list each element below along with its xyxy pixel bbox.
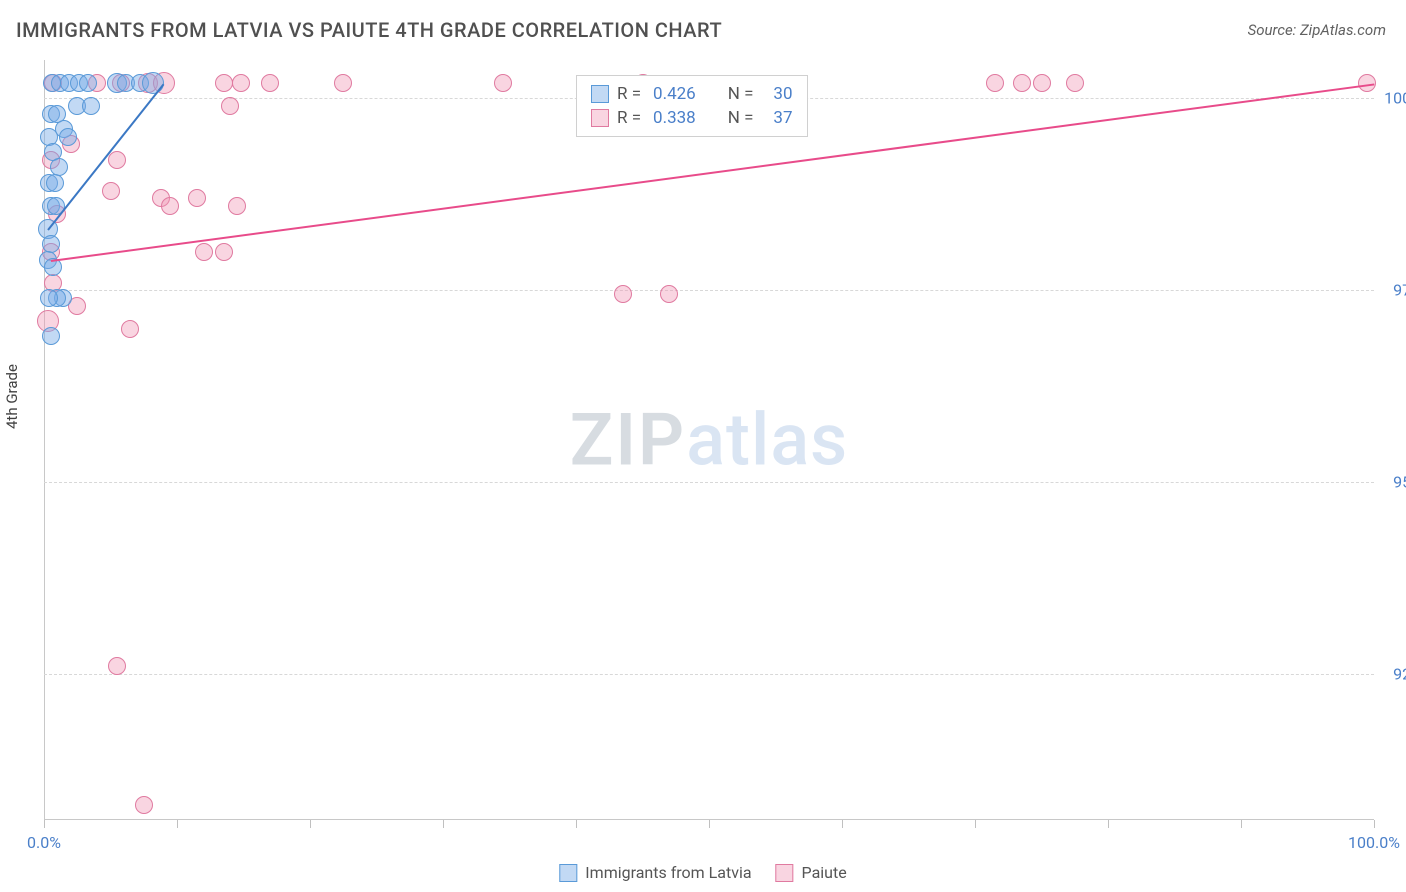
scatter-point <box>40 289 58 307</box>
scatter-point <box>660 285 678 303</box>
scatter-point <box>46 174 64 192</box>
scatter-point <box>215 243 233 261</box>
scatter-point <box>334 74 352 92</box>
chart-container: ZIPatlas 100.0%97.5%95.0%92.5%0.0%100.0%… <box>44 60 1374 820</box>
scatter-point <box>102 182 120 200</box>
x-tick-label: 100.0% <box>1348 833 1400 852</box>
x-tick <box>842 820 843 828</box>
x-tick <box>709 820 710 828</box>
scatter-point <box>108 657 126 675</box>
x-tick <box>1241 820 1242 828</box>
bottom-legend-label: Paiute <box>802 863 847 882</box>
y-tick-label: 92.5% <box>1393 665 1406 684</box>
scatter-point <box>42 327 60 345</box>
x-tick <box>44 820 45 828</box>
stats-legend-row: R = 0.338 N = 37 <box>591 106 793 130</box>
scatter-point <box>1013 74 1031 92</box>
y-tick-label: 95.0% <box>1393 473 1406 492</box>
chart-source: Source: ZipAtlas.com <box>1248 21 1386 39</box>
plot-area: ZIPatlas 100.0%97.5%95.0%92.5%0.0%100.0%… <box>44 60 1374 820</box>
watermark-atlas: atlas <box>686 398 848 483</box>
grid-line <box>44 674 1374 675</box>
bottom-legend-item: Paiute <box>776 863 847 882</box>
x-tick <box>177 820 178 828</box>
scatter-point <box>121 320 139 338</box>
bottom-legend-label: Immigrants from Latvia <box>585 863 751 882</box>
legend-r-label: R = <box>617 108 641 128</box>
chart-header: IMMIGRANTS FROM LATVIA VS PAIUTE 4TH GRA… <box>0 0 1406 52</box>
scatter-point <box>135 796 153 814</box>
grid-line <box>44 482 1374 483</box>
y-axis-label: 4th Grade <box>3 364 21 429</box>
bottom-legend-item: Immigrants from Latvia <box>559 863 751 882</box>
legend-swatch <box>559 864 577 882</box>
y-tick-label: 100.0% <box>1384 89 1406 108</box>
scatter-point <box>261 74 279 92</box>
legend-swatch <box>776 864 794 882</box>
x-tick <box>576 820 577 828</box>
legend-r-label: R = <box>617 84 641 104</box>
x-tick <box>1108 820 1109 828</box>
legend-r-value: 0.338 <box>653 108 696 128</box>
legend-n-label: N = <box>728 84 754 104</box>
legend-n-value: 37 <box>773 108 792 128</box>
x-tick <box>443 820 444 828</box>
x-tick <box>1374 820 1375 828</box>
scatter-point <box>79 74 97 92</box>
legend-swatch <box>591 109 609 127</box>
scatter-point <box>221 97 239 115</box>
scatter-point <box>986 74 1004 92</box>
scatter-point <box>161 197 179 215</box>
legend-n-value: 30 <box>773 84 792 104</box>
scatter-point <box>228 197 246 215</box>
scatter-point <box>614 285 632 303</box>
scatter-point <box>232 74 250 92</box>
stats-legend-row: R = 0.426 N = 30 <box>591 82 793 106</box>
scatter-point <box>142 72 164 94</box>
watermark-zip: ZIP <box>570 398 686 483</box>
bottom-legend: Immigrants from Latvia Paiute <box>559 863 846 882</box>
scatter-point <box>59 128 77 146</box>
x-tick <box>310 820 311 828</box>
x-tick-label: 0.0% <box>27 833 61 852</box>
y-tick-label: 97.5% <box>1393 281 1406 300</box>
trend-line <box>47 83 164 230</box>
legend-n-label: N = <box>728 108 754 128</box>
scatter-point <box>108 151 126 169</box>
scatter-point <box>195 243 213 261</box>
scatter-point <box>1066 74 1084 92</box>
scatter-point <box>82 97 100 115</box>
watermark: ZIPatlas <box>570 398 848 483</box>
scatter-point <box>494 74 512 92</box>
chart-title: IMMIGRANTS FROM LATVIA VS PAIUTE 4TH GRA… <box>16 18 722 42</box>
stats-legend: R = 0.426 N = 30 R = 0.338 N = 37 <box>576 75 808 137</box>
scatter-point <box>215 74 233 92</box>
scatter-point <box>188 189 206 207</box>
scatter-point <box>1033 74 1051 92</box>
legend-swatch <box>591 85 609 103</box>
x-tick <box>975 820 976 828</box>
grid-line <box>44 290 1374 291</box>
legend-r-value: 0.426 <box>653 84 696 104</box>
